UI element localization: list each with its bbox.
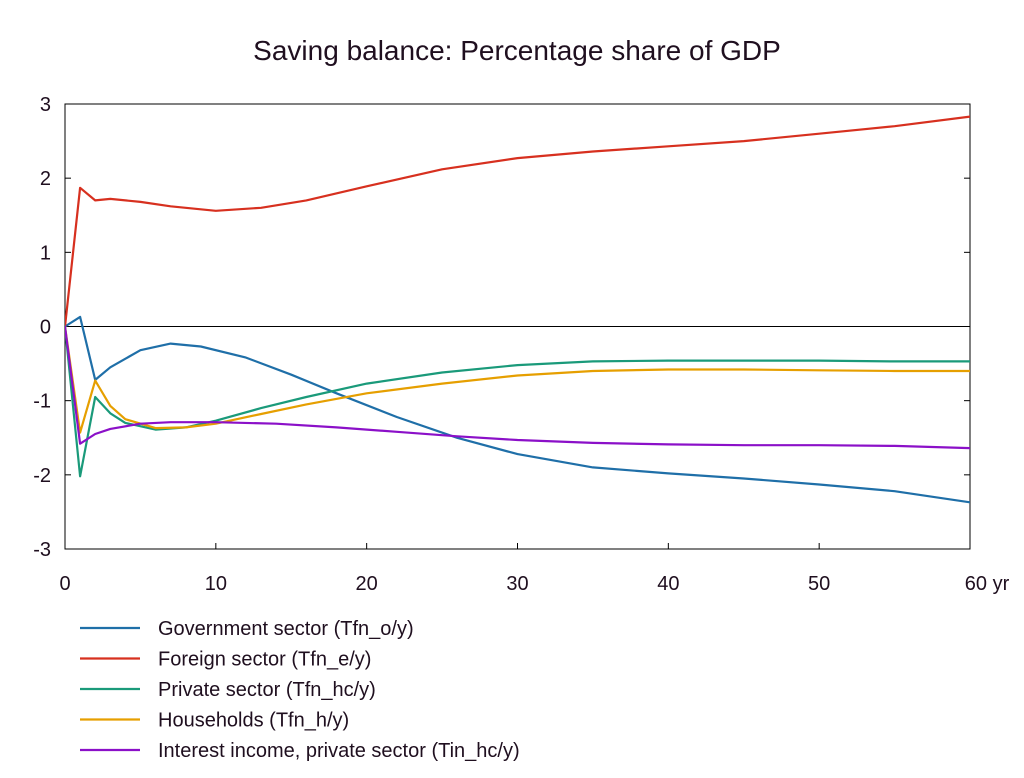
chart-title: Saving balance: Percentage share of GDP bbox=[253, 35, 781, 66]
y-tick-label: 0 bbox=[40, 317, 51, 339]
series-line-1 bbox=[65, 315, 970, 504]
y-tick-label: -1 bbox=[33, 391, 51, 413]
x-tick-label: 10 bbox=[205, 573, 227, 595]
series-line-4 bbox=[65, 325, 970, 434]
x-tick-label: 60 yr bbox=[965, 573, 1010, 595]
legend: Government sector (Tfn_o/y) Foreign secto… bbox=[80, 618, 520, 762]
series-line-3 bbox=[65, 325, 970, 478]
x-tick-label: 40 bbox=[657, 573, 679, 595]
series-line-5 bbox=[65, 325, 970, 450]
legend-label: Households (Tfn_h/y) bbox=[158, 710, 349, 732]
series-lines bbox=[65, 115, 970, 504]
y-tick-label: -3 bbox=[33, 539, 51, 561]
legend-label: Government sector (Tfn_o/y) bbox=[158, 618, 414, 640]
x-tick-label: 0 bbox=[59, 573, 70, 595]
legend-label: Foreign sector (Tfn_e/y) bbox=[158, 649, 371, 671]
y-tick-label: 1 bbox=[40, 242, 51, 264]
x-tick-label: 30 bbox=[506, 573, 528, 595]
x-tick-label: 50 bbox=[808, 573, 830, 595]
series-line-2 bbox=[65, 115, 970, 328]
y-tick-label: 3 bbox=[40, 94, 51, 116]
legend-label: Private sector (Tfn_hc/y) bbox=[158, 679, 376, 701]
x-tick-label: 20 bbox=[356, 573, 378, 595]
legend-label: Interest income, private sector (Tin_hc/… bbox=[158, 740, 520, 762]
y-tick-label: 2 bbox=[40, 168, 51, 190]
y-tick-label: -2 bbox=[33, 465, 51, 487]
